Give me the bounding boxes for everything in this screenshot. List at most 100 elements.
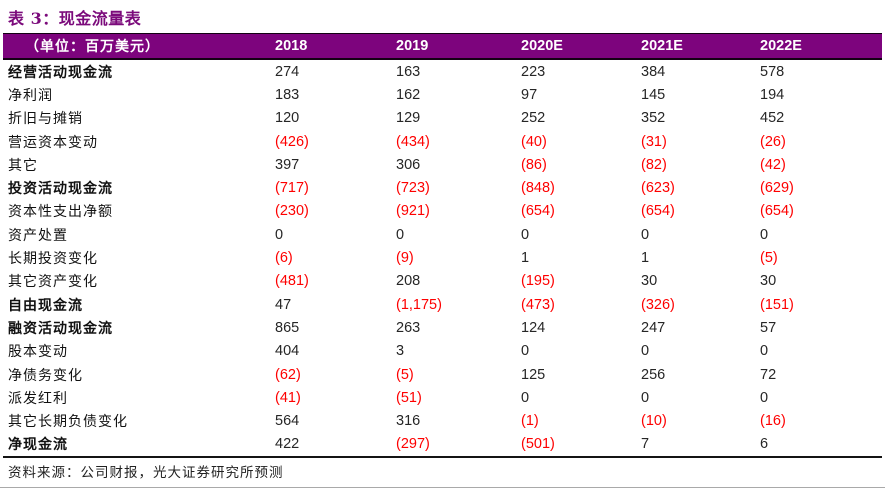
cell-value: 256 bbox=[641, 366, 666, 383]
cell-value: 0 bbox=[760, 343, 769, 360]
cell-value: 57 bbox=[760, 319, 777, 336]
cell-value: 124 bbox=[521, 319, 546, 336]
table-bottom-rule bbox=[3, 456, 882, 458]
row-label: 自由现金流 bbox=[8, 297, 83, 314]
cell-value: 3 bbox=[396, 343, 405, 360]
cell-value: (31) bbox=[641, 133, 667, 150]
row-label: 净现金流 bbox=[8, 437, 68, 454]
cell-value: 247 bbox=[641, 319, 666, 336]
cell-value: (5) bbox=[760, 250, 778, 267]
table-row: 长期投资变化 (6) (9) 1 1 (5) bbox=[3, 246, 882, 269]
table-title: 表 3：现金流量表 bbox=[8, 9, 142, 28]
cell-value: 183 bbox=[275, 86, 300, 103]
row-label: 投资活动现金流 bbox=[8, 181, 113, 198]
table-row: 其它长期负债变化 564 316 (1) (10) (16) bbox=[3, 409, 882, 432]
cell-value: 1 bbox=[521, 250, 530, 267]
cell-value: (195) bbox=[521, 273, 555, 290]
year-header: 2019 bbox=[396, 38, 429, 54]
cell-value: 0 bbox=[641, 389, 650, 406]
cell-value: (42) bbox=[760, 156, 786, 173]
cell-value: (654) bbox=[521, 203, 555, 220]
row-label: 其它资产变化 bbox=[8, 274, 98, 291]
cell-value: 865 bbox=[275, 319, 300, 336]
year-header: 2022E bbox=[760, 38, 802, 54]
cell-value: 208 bbox=[396, 273, 421, 290]
cell-value: 564 bbox=[275, 413, 300, 430]
table-row: 资本性支出净额 (230) (921) (654) (654) (654) bbox=[3, 200, 882, 223]
table-row: 净现金流 422 (297) (501) 7 6 bbox=[3, 433, 882, 456]
row-label: 其它 bbox=[8, 157, 38, 174]
cell-value: 125 bbox=[521, 366, 546, 383]
cell-value: (62) bbox=[275, 366, 301, 383]
cell-value: (481) bbox=[275, 273, 309, 290]
table-row: 派发红利 (41) (51) 0 0 0 bbox=[3, 386, 882, 409]
row-label: 资本性支出净额 bbox=[8, 204, 113, 221]
cell-value: (41) bbox=[275, 389, 301, 406]
row-label: 营运资本变动 bbox=[8, 134, 98, 151]
cell-value: (9) bbox=[396, 250, 414, 267]
cell-value: 0 bbox=[521, 389, 530, 406]
table-row: 净利润 183 162 97 145 194 bbox=[3, 83, 882, 106]
cell-value: (654) bbox=[760, 203, 794, 220]
row-label: 长期投资变化 bbox=[8, 251, 98, 268]
cell-value: 47 bbox=[275, 296, 292, 313]
cell-value: 274 bbox=[275, 63, 300, 80]
cell-value: (16) bbox=[760, 413, 786, 430]
table-row: 融资活动现金流 865 263 124 247 57 bbox=[3, 316, 882, 339]
cell-value: (6) bbox=[275, 250, 293, 267]
cell-value: 306 bbox=[396, 156, 421, 173]
cell-value: 194 bbox=[760, 86, 785, 103]
cell-value: 316 bbox=[396, 413, 421, 430]
table-row: 其它 397 306 (86) (82) (42) bbox=[3, 153, 882, 176]
cell-value: 7 bbox=[641, 436, 650, 453]
year-header: 2018 bbox=[275, 38, 308, 54]
table-row: 经营活动现金流 274 163 223 384 578 bbox=[3, 60, 882, 83]
cell-value: (426) bbox=[275, 133, 309, 150]
cell-value: 72 bbox=[760, 366, 777, 383]
cell-value: (623) bbox=[641, 180, 675, 197]
page-divider-line bbox=[0, 487, 885, 488]
cell-value: 0 bbox=[396, 226, 405, 243]
table-header-band: （单位：百万美元） 2018 2019 2020E 2021E 2022E bbox=[3, 33, 882, 60]
cell-value: (151) bbox=[760, 296, 794, 313]
unit-label: （单位：百万美元） bbox=[25, 39, 160, 55]
cell-value: 163 bbox=[396, 63, 421, 80]
cell-value: (82) bbox=[641, 156, 667, 173]
cell-value: 162 bbox=[396, 86, 421, 103]
row-label: 净债务变化 bbox=[8, 367, 83, 384]
cell-value: (26) bbox=[760, 133, 786, 150]
row-label: 融资活动现金流 bbox=[8, 320, 113, 337]
cell-value: 397 bbox=[275, 156, 300, 173]
year-header: 2021E bbox=[641, 38, 683, 54]
row-label: 派发红利 bbox=[8, 390, 68, 407]
cell-value: (1) bbox=[521, 413, 539, 430]
cell-value: 263 bbox=[396, 319, 421, 336]
table-row: 营运资本变动 (426) (434) (40) (31) (26) bbox=[3, 130, 882, 153]
cell-value: 404 bbox=[275, 343, 300, 360]
cell-value: (921) bbox=[396, 203, 430, 220]
cell-value: (473) bbox=[521, 296, 555, 313]
table-row: 投资活动现金流 (717) (723) (848) (623) (629) bbox=[3, 176, 882, 199]
cell-value: (629) bbox=[760, 180, 794, 197]
cell-value: 452 bbox=[760, 110, 785, 127]
cell-value: 578 bbox=[760, 63, 785, 80]
cell-value: (501) bbox=[521, 436, 555, 453]
cell-value: 0 bbox=[760, 389, 769, 406]
row-label: 净利润 bbox=[8, 87, 53, 104]
cell-value: (297) bbox=[396, 436, 430, 453]
cell-value: 1 bbox=[641, 250, 650, 267]
cell-value: 352 bbox=[641, 110, 666, 127]
cell-value: 145 bbox=[641, 86, 666, 103]
cell-value: (723) bbox=[396, 180, 430, 197]
table-row: 资产处置 0 0 0 0 0 bbox=[3, 223, 882, 246]
cell-value: (10) bbox=[641, 413, 667, 430]
table-row: 折旧与摊销 120 129 252 352 452 bbox=[3, 107, 882, 130]
table-row: 其它资产变化 (481) 208 (195) 30 30 bbox=[3, 270, 882, 293]
cell-value: 97 bbox=[521, 86, 538, 103]
cell-value: (434) bbox=[396, 133, 430, 150]
cell-value: 0 bbox=[521, 226, 530, 243]
table-row: 股本变动 404 3 0 0 0 bbox=[3, 340, 882, 363]
cell-value: (1,175) bbox=[396, 296, 442, 313]
cell-value: 422 bbox=[275, 436, 300, 453]
